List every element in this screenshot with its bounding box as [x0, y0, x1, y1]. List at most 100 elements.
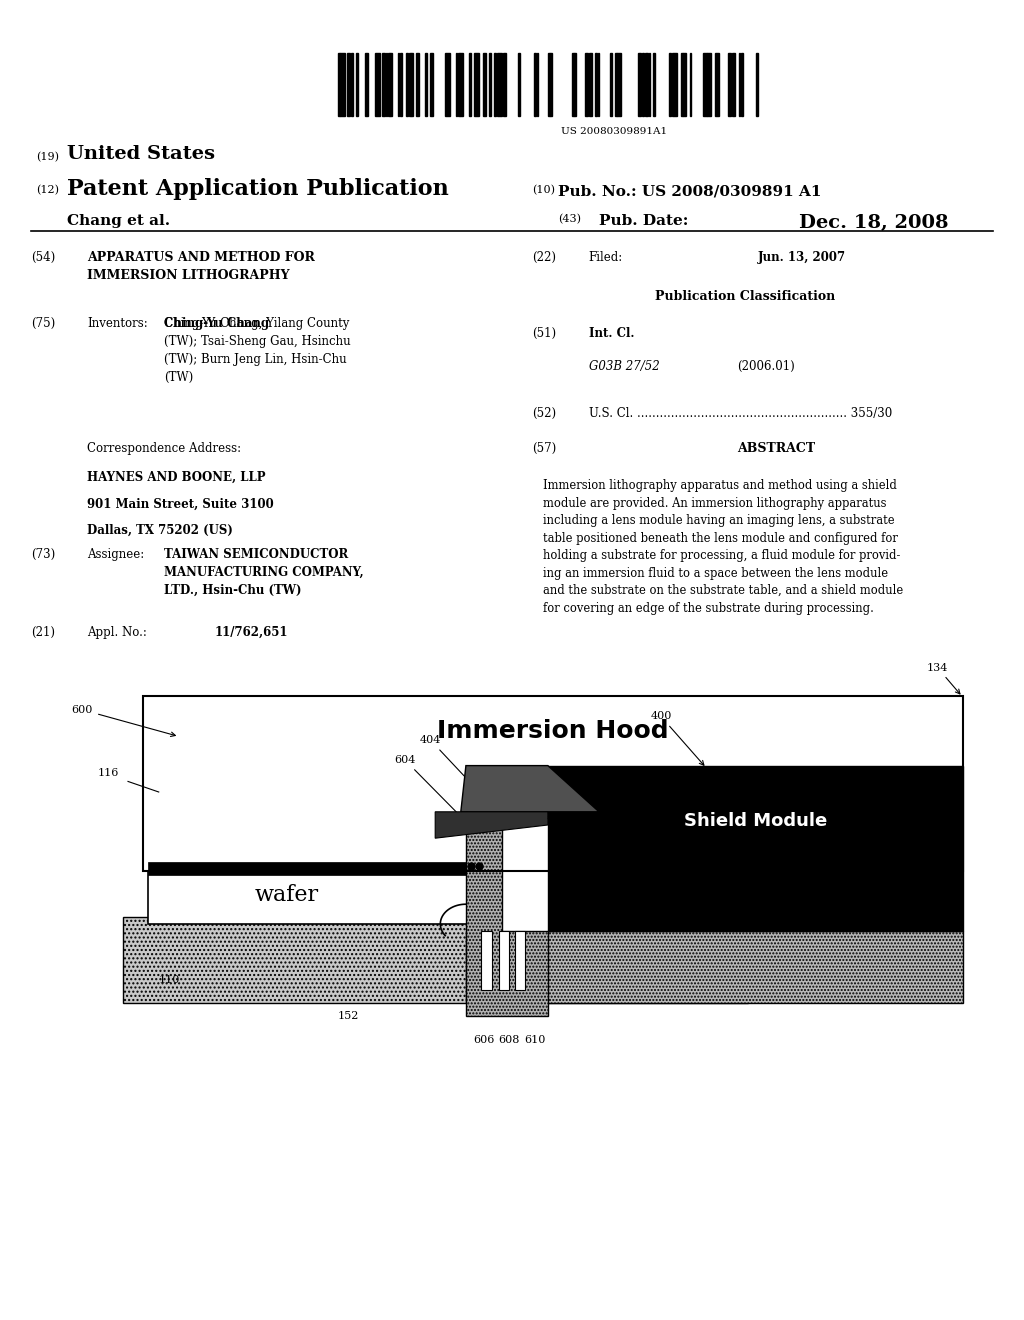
Text: 11/762,651: 11/762,651 — [215, 626, 289, 639]
Bar — [595, 53, 597, 116]
Bar — [672, 53, 677, 116]
Text: Appl. No.:: Appl. No.: — [87, 626, 146, 639]
Polygon shape — [435, 812, 548, 838]
Bar — [466, 766, 548, 1016]
Text: 606: 606 — [473, 1035, 495, 1045]
Text: 112: 112 — [159, 874, 180, 884]
Text: 400: 400 — [650, 711, 703, 766]
Bar — [683, 53, 686, 116]
Bar — [429, 53, 432, 116]
Bar — [518, 53, 520, 116]
Text: Shield Module: Shield Module — [684, 812, 826, 830]
Bar — [466, 931, 963, 1003]
Bar — [732, 53, 735, 116]
Text: 604: 604 — [394, 755, 470, 826]
Bar — [681, 53, 683, 116]
Bar — [589, 53, 592, 116]
Text: Correspondence Address:: Correspondence Address: — [87, 442, 242, 455]
Text: (21): (21) — [31, 626, 54, 639]
Bar — [375, 53, 380, 116]
Bar — [412, 53, 413, 116]
Text: (19): (19) — [36, 152, 58, 162]
Text: (12): (12) — [36, 185, 58, 195]
Bar — [708, 53, 711, 116]
Bar — [386, 53, 387, 116]
Text: (2006.01): (2006.01) — [737, 360, 795, 374]
Text: Dallas, TX 75202 (US): Dallas, TX 75202 (US) — [87, 524, 232, 537]
Text: United States: United States — [67, 145, 215, 164]
Bar — [461, 53, 464, 116]
Text: 608: 608 — [499, 1035, 520, 1045]
Text: Ching-Yu Chang, Yilang County
(TW); Tsai-Sheng Gau, Hsinchu
(TW); Burn Jeng Lin,: Ching-Yu Chang, Yilang County (TW); Tsai… — [164, 317, 350, 384]
Bar — [338, 53, 340, 116]
Bar — [409, 53, 411, 116]
Text: ABSTRACT: ABSTRACT — [737, 442, 815, 455]
Bar — [642, 53, 644, 116]
Bar — [610, 53, 612, 116]
Bar — [483, 53, 486, 116]
Bar — [503, 53, 506, 116]
Text: Patent Application Publication: Patent Application Publication — [67, 178, 449, 201]
Text: (43): (43) — [558, 214, 581, 224]
Bar — [458, 53, 460, 116]
Bar — [148, 871, 481, 924]
Text: 600: 600 — [72, 705, 175, 737]
Text: 404: 404 — [420, 735, 476, 789]
Bar — [689, 53, 691, 116]
Text: (73): (73) — [31, 548, 55, 561]
Text: 134: 134 — [927, 663, 959, 694]
Bar — [670, 53, 672, 116]
Text: Chang et al.: Chang et al. — [67, 214, 170, 228]
Bar — [474, 53, 479, 116]
Text: (22): (22) — [532, 251, 556, 264]
Bar — [123, 917, 748, 1003]
Bar — [143, 696, 963, 871]
Bar — [738, 53, 740, 116]
Text: Publication Classification: Publication Classification — [655, 290, 836, 304]
Text: 402: 402 — [896, 945, 918, 956]
Text: 110: 110 — [159, 975, 180, 986]
Bar — [469, 53, 471, 116]
Text: (57): (57) — [532, 442, 557, 455]
Polygon shape — [461, 766, 599, 812]
Bar — [340, 53, 345, 116]
Bar — [397, 53, 399, 116]
Bar — [653, 53, 655, 116]
Bar — [645, 53, 648, 116]
Bar — [548, 53, 550, 116]
Bar — [574, 53, 577, 116]
Bar — [716, 53, 719, 116]
Text: 901 Main Street, Suite 3100: 901 Main Street, Suite 3100 — [87, 498, 273, 511]
Bar — [407, 53, 409, 116]
Text: 610: 610 — [524, 1035, 546, 1045]
Text: Immersion lithography apparatus and method using a shield
module are provided. A: Immersion lithography apparatus and meth… — [543, 479, 903, 615]
Bar — [756, 53, 758, 116]
Text: 152: 152 — [338, 1011, 359, 1022]
Text: US 20080309891A1: US 20080309891A1 — [561, 127, 668, 136]
Text: Ching-Yu Chang: Ching-Yu Chang — [164, 317, 269, 330]
Text: U.S. Cl. ........................................................ 355/30: U.S. Cl. ...............................… — [589, 407, 892, 420]
Text: wafer: wafer — [255, 884, 318, 906]
Bar — [416, 53, 419, 116]
Text: Dec. 18, 2008: Dec. 18, 2008 — [799, 214, 948, 232]
Text: TAIWAN SEMICONDUCTOR
MANUFACTURING COMPANY,
LTD., Hsin-Chu (TW): TAIWAN SEMICONDUCTOR MANUFACTURING COMPA… — [164, 548, 364, 597]
Bar — [148, 862, 481, 875]
Bar — [617, 53, 621, 116]
Bar — [502, 818, 548, 931]
Bar — [638, 53, 641, 116]
Bar — [598, 53, 599, 116]
Bar — [481, 931, 492, 990]
Bar — [728, 53, 731, 116]
Text: (52): (52) — [532, 407, 557, 420]
Bar — [548, 766, 963, 931]
Bar — [515, 931, 525, 990]
Bar — [703, 53, 707, 116]
Text: Filed:: Filed: — [589, 251, 623, 264]
Bar — [499, 931, 509, 990]
Text: Jun. 13, 2007: Jun. 13, 2007 — [758, 251, 846, 264]
Text: (51): (51) — [532, 327, 557, 341]
Text: Pub. Date:: Pub. Date: — [599, 214, 688, 228]
Text: G03B 27/52: G03B 27/52 — [589, 360, 659, 374]
Bar — [489, 53, 492, 116]
Bar — [400, 53, 401, 116]
